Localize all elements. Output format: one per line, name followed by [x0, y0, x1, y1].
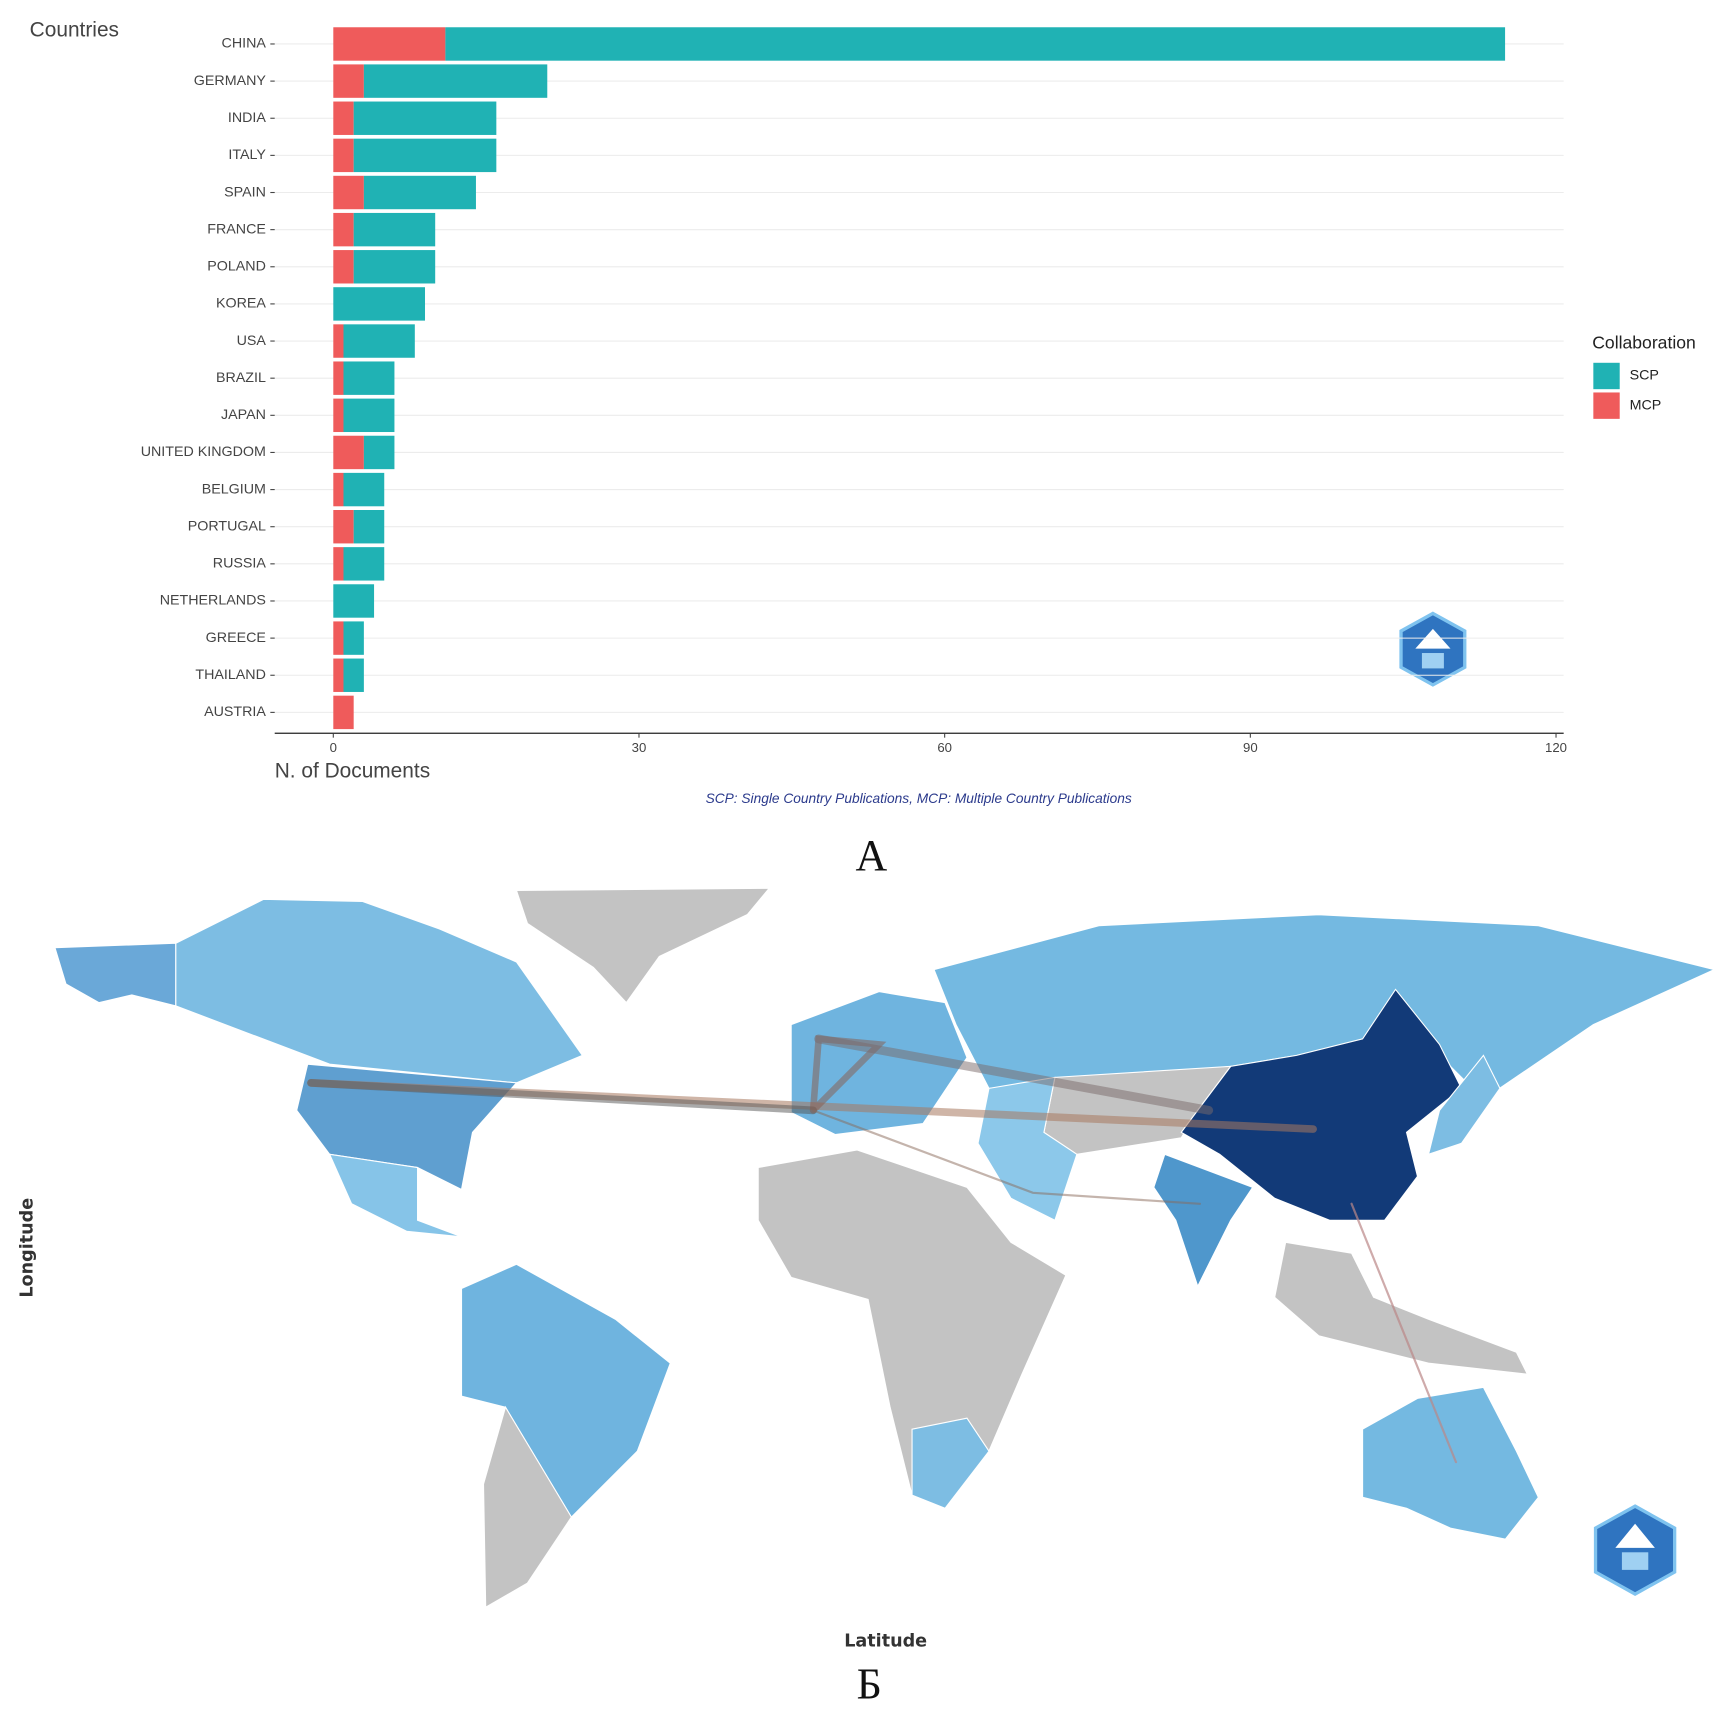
bar-segment	[333, 695, 354, 730]
map-y-title: Longitude	[17, 1198, 37, 1298]
caption: SCP: Single Country Publications, MCP: M…	[706, 791, 1132, 806]
bar-segment	[333, 27, 446, 61]
y-tick-label: UNITED KINGDOM	[141, 444, 266, 460]
bar-segment	[363, 435, 395, 470]
x-tick-label: 90	[1243, 740, 1258, 755]
panel-label: А	[856, 831, 888, 880]
bar-segment	[333, 621, 344, 655]
x-tick-label: 60	[937, 740, 952, 755]
bar-segment	[343, 398, 395, 433]
bar-segment	[445, 27, 1506, 61]
bar-segment	[333, 361, 344, 395]
y-tick-label: RUSSIA	[213, 556, 267, 572]
y-tick-label: FRANCE	[207, 221, 266, 237]
bar-segment	[333, 584, 375, 618]
bar-segment	[333, 64, 364, 98]
y-tick-label: USA	[237, 333, 267, 349]
bar-segment	[353, 212, 436, 247]
y-tick-label: POLAND	[207, 259, 266, 275]
bar-segment	[333, 658, 344, 692]
bar-segment	[343, 658, 364, 692]
bar-segment	[333, 250, 354, 284]
y-axis-title: Countries	[30, 18, 119, 41]
bar-segment	[333, 472, 344, 507]
bar-segment	[363, 64, 548, 98]
x-tick-label: 30	[632, 740, 647, 755]
bar-segment	[353, 138, 497, 173]
bar-segment	[343, 472, 385, 507]
bar-segment	[343, 361, 395, 395]
bar-segment	[333, 510, 354, 544]
panel-label: Б	[857, 1660, 882, 1709]
bar-segment	[333, 212, 354, 247]
bar-segment	[343, 547, 385, 581]
world-map	[54, 887, 1716, 1609]
y-tick-label: KOREA	[216, 296, 266, 312]
map-x-title: Latitude	[844, 1631, 927, 1651]
bar-segment	[353, 101, 497, 135]
bar-segment	[343, 621, 364, 655]
legend-swatch	[1593, 392, 1620, 419]
y-tick-label: THAILAND	[195, 667, 266, 683]
bar-segment	[343, 324, 415, 358]
bar-segment	[363, 175, 476, 210]
collaboration-lines	[307, 1034, 1458, 1464]
y-tick-label: BELGIUM	[202, 481, 266, 497]
y-tick-label: PORTUGAL	[188, 518, 266, 534]
bar-segment	[333, 175, 364, 210]
y-tick-label: JAPAN	[221, 407, 266, 423]
bar-segment	[333, 398, 344, 433]
y-tick-label: BRAZIL	[216, 370, 266, 386]
y-tick-label: INDIA	[228, 110, 267, 126]
legend-label: SCP	[1630, 368, 1659, 384]
y-tick-label: SPAIN	[224, 184, 266, 200]
y-tick-label: GERMANY	[194, 73, 267, 89]
logo	[1593, 1504, 1677, 1596]
bar-segment	[333, 138, 354, 173]
y-tick-label: NETHERLANDS	[160, 593, 266, 609]
legend-swatch	[1593, 362, 1620, 390]
legend-title: Collaboration	[1592, 333, 1696, 353]
bar-segment	[333, 101, 354, 135]
legend-label: MCP	[1630, 397, 1662, 413]
x-tick-label: 120	[1545, 740, 1567, 755]
y-tick-label: CHINA	[222, 36, 267, 52]
y-tick-label: GREECE	[206, 630, 266, 646]
bar-segment	[333, 435, 364, 470]
logo	[1399, 611, 1467, 687]
bar-segment	[353, 250, 436, 284]
bar-segment	[333, 547, 344, 581]
x-tick-label: 0	[330, 740, 337, 755]
x-axis-title: N. of Documents	[275, 759, 430, 782]
bar-segment	[353, 510, 385, 544]
y-tick-label: ITALY	[228, 147, 266, 163]
y-tick-label: AUSTRIA	[204, 704, 266, 720]
bar-segment	[333, 324, 344, 358]
bar-segment	[333, 287, 426, 321]
